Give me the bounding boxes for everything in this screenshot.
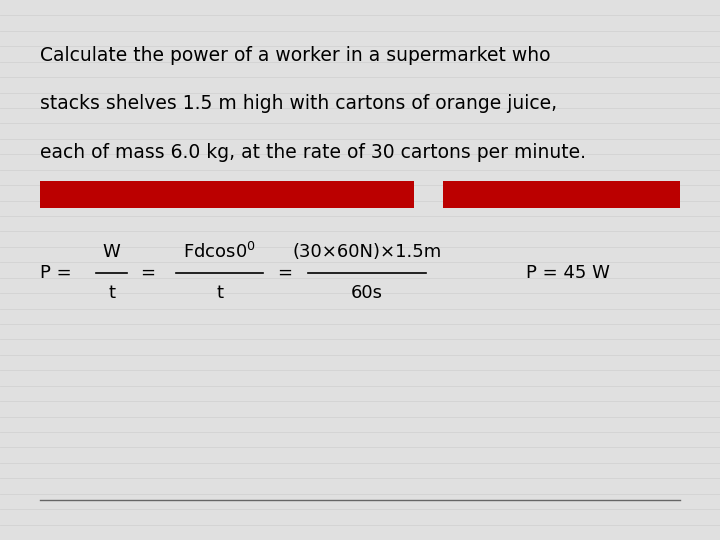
Text: W: W — [103, 243, 120, 261]
Bar — [40, 181, 414, 208]
Text: (30×60N)×1.5m: (30×60N)×1.5m — [292, 243, 442, 261]
Text: stacks shelves 1.5 m high with cartons of orange juice,: stacks shelves 1.5 m high with cartons o… — [40, 94, 557, 113]
Text: =: = — [140, 264, 155, 282]
Bar — [443, 181, 680, 208]
Text: t: t — [108, 284, 115, 302]
Text: Calculate the power of a worker in a supermarket who: Calculate the power of a worker in a sup… — [40, 46, 550, 65]
Text: 60s: 60s — [351, 284, 383, 302]
Text: P =: P = — [40, 264, 77, 282]
Text: =: = — [277, 264, 292, 282]
Text: P = 45 W: P = 45 W — [526, 264, 609, 282]
Text: each of mass 6.0 kg, at the rate of 30 cartons per minute.: each of mass 6.0 kg, at the rate of 30 c… — [40, 143, 585, 162]
Text: t: t — [216, 284, 223, 302]
Text: Fdcos0$^0$: Fdcos0$^0$ — [183, 242, 256, 262]
